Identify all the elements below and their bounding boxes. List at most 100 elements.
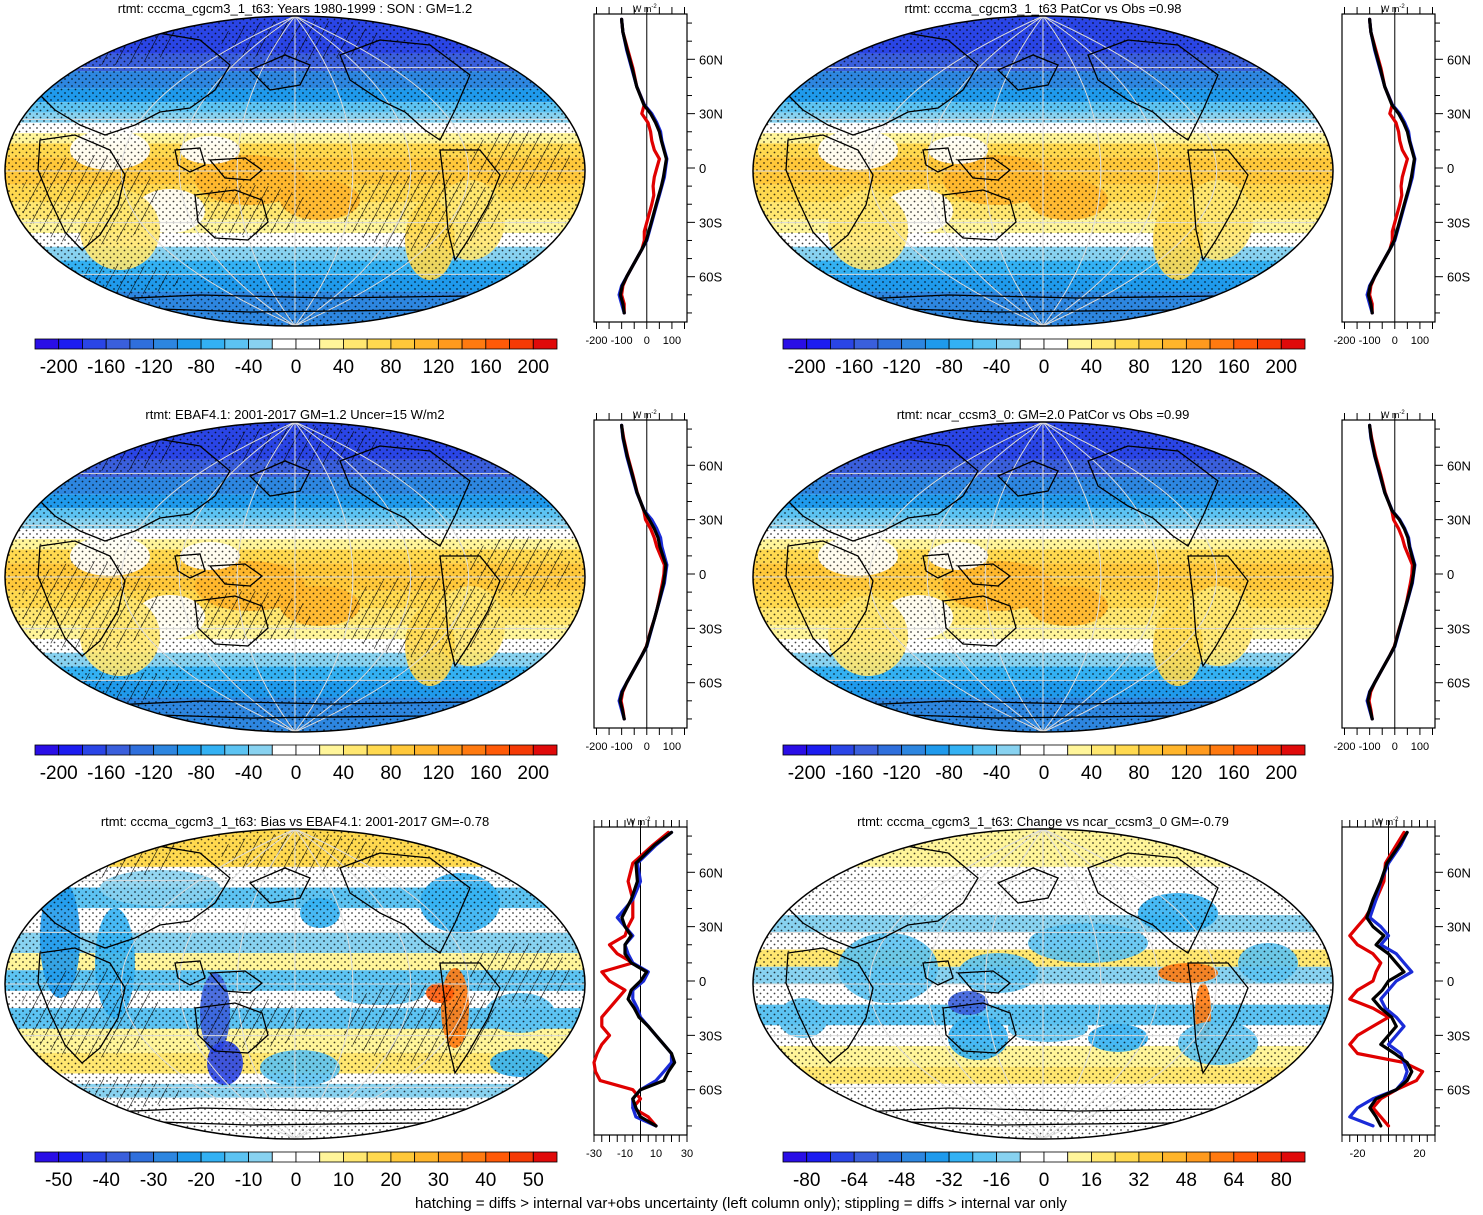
colorbar: -80 -64 -48 -32 -16 0 16 32 48 64 80 [782,1151,1306,1191]
colorbar-bin [1185,744,1211,756]
graticule [753,16,1333,326]
profile-lat-label: 60S [699,676,722,691]
colorbar-tick-label: -16 [983,1170,1010,1191]
colorbar-bin [1162,744,1187,756]
panel-title: rtmt: ncar_ccsm3_0: GM=2.0 PatCor vs Obs… [897,407,1190,422]
colorbar-bin [1019,1151,1045,1163]
stippling [753,16,1333,326]
profile-x-tick-label: -200 [1333,335,1355,347]
colorbar-tick-label: -200 [40,763,78,784]
profile-x-tick-label: 0 [1392,335,1398,347]
panel-4: rtmt: ncar_ccsm3_0: GM=2.0 PatCor vs Obs… [752,407,1471,784]
colorbar-bin [1280,1151,1306,1163]
profile-unit: W m-2 [1381,4,1405,14]
colorbar-tick-label: 200 [517,763,549,784]
panel-title: rtmt: cccma_cgcm3_1_t63: Years 1980-1999… [118,1,472,16]
colorbar-tick-label: -120 [883,763,921,784]
colorbar-bin [271,338,297,350]
colorbar-bin [1114,1151,1140,1163]
colorbar-tick-label: 80 [380,763,401,784]
map-border [4,828,586,1140]
colorbar-tick-label: 40 [1081,763,1102,784]
colorbar-tick-label: -200 [788,763,826,784]
colorbar-bin [1257,1151,1282,1163]
colorbar-bin [58,1151,83,1163]
colorbar-bin [295,1151,321,1163]
profile-x-tick-label: 100 [1411,335,1429,347]
panel-5: rtmt: cccma_cgcm3_1_t63: Bias vs EBAF4.1… [4,814,723,1191]
profile-lat-label: 60N [699,865,723,880]
colorbar-bin [129,1151,155,1163]
colorbar-bin [806,1151,831,1163]
colorbar-tick-label: -10 [235,1170,262,1191]
colorbar-tick-label: -40 [235,763,262,784]
profile-series-3 [620,830,677,1128]
colorbar-tick-label: 40 [333,357,354,378]
colorbar-tick-label: 40 [333,763,354,784]
colorbar-bin [343,1151,368,1163]
map-border [4,15,586,327]
colorbar-bin [1043,744,1069,756]
profile-x-tick-label: 20 [1413,1148,1425,1160]
zonal-profile: -200 -100 0 100 60N 30N 0 30S 60S W m-2 [1333,410,1470,753]
colorbar-bin [1138,1151,1164,1163]
colorbar-bin [248,744,273,756]
colorbar-bin [806,338,831,350]
zonal-profile: -30 -10 10 30 60N 30N 0 30S 60S W m-2 [586,817,723,1160]
colorbar-bin [1138,744,1164,756]
colorbar-tick-label: 0 [291,763,302,784]
colorbar-bin [485,744,510,756]
colorbar-bin [82,1151,107,1163]
colorbar-tick-label: -32 [935,1170,962,1191]
colorbar-tick-label: 80 [1128,763,1149,784]
zonal-profile: -20 20 60N 30N 0 30S 60S W m-2 [1341,817,1471,1160]
zonal-profile: -200 -100 0 100 60N 30N 0 30S 60S W m-2 [585,4,722,347]
profile-x-tick-label: 0 [1392,741,1398,753]
colorbar-bin [319,1151,344,1163]
colorbar-bin [176,1151,202,1163]
colorbar-bin [853,744,879,756]
colorbar-tick-label: -200 [788,357,826,378]
profile-series-3 [1366,423,1417,721]
colorbar-bin [1209,1151,1235,1163]
colorbar-bin [58,338,83,350]
profile-lat-label: 30N [699,107,723,122]
colorbar-tick-label: -160 [835,357,873,378]
profile-lat-label: 60N [699,52,723,67]
colorbar-bin [129,338,155,350]
colorbar-bin [948,1151,974,1163]
colorbar-bin [1280,338,1306,350]
map-field [5,422,585,732]
colorbar: -200 -160 -120 -80 -40 0 40 80 120 160 200 [782,744,1306,784]
colorbar-bin [271,1151,297,1163]
colorbar-bin [901,338,926,350]
profile-unit: W m-2 [627,817,651,827]
colorbar-tick-label: 120 [423,357,455,378]
map-field [5,829,585,1139]
colorbar-tick-label: 120 [1171,763,1203,784]
colorbar-bin [782,1151,808,1163]
colorbar-tick-label: 40 [475,1170,496,1191]
colorbar-tick-label: 40 [1081,357,1102,378]
colorbar-bin [972,338,997,350]
colorbar-tick-label: -40 [983,357,1010,378]
colorbar-bin [830,744,855,756]
profile-x-tick-label: 100 [663,741,681,753]
colorbar-tick-label: -20 [187,1170,214,1191]
colorbar-bin [319,338,344,350]
colorbar-tick-label: -160 [87,763,125,784]
colorbar-bin [461,744,487,756]
map-field [753,16,1333,326]
map-field [5,16,585,326]
colorbar-tick-label: 200 [1265,763,1297,784]
colorbar-bin [58,744,83,756]
colorbar-bin [34,338,60,350]
colorbar-bin [1138,338,1164,350]
graticule [5,422,585,732]
colorbar-bin [1233,338,1258,350]
colorbar-bin [366,1151,392,1163]
colorbar-tick-label: 0 [1039,763,1050,784]
profile-frame [1341,13,1436,323]
footer-note: hatching = diffs > internal var+obs unce… [415,1195,1067,1212]
